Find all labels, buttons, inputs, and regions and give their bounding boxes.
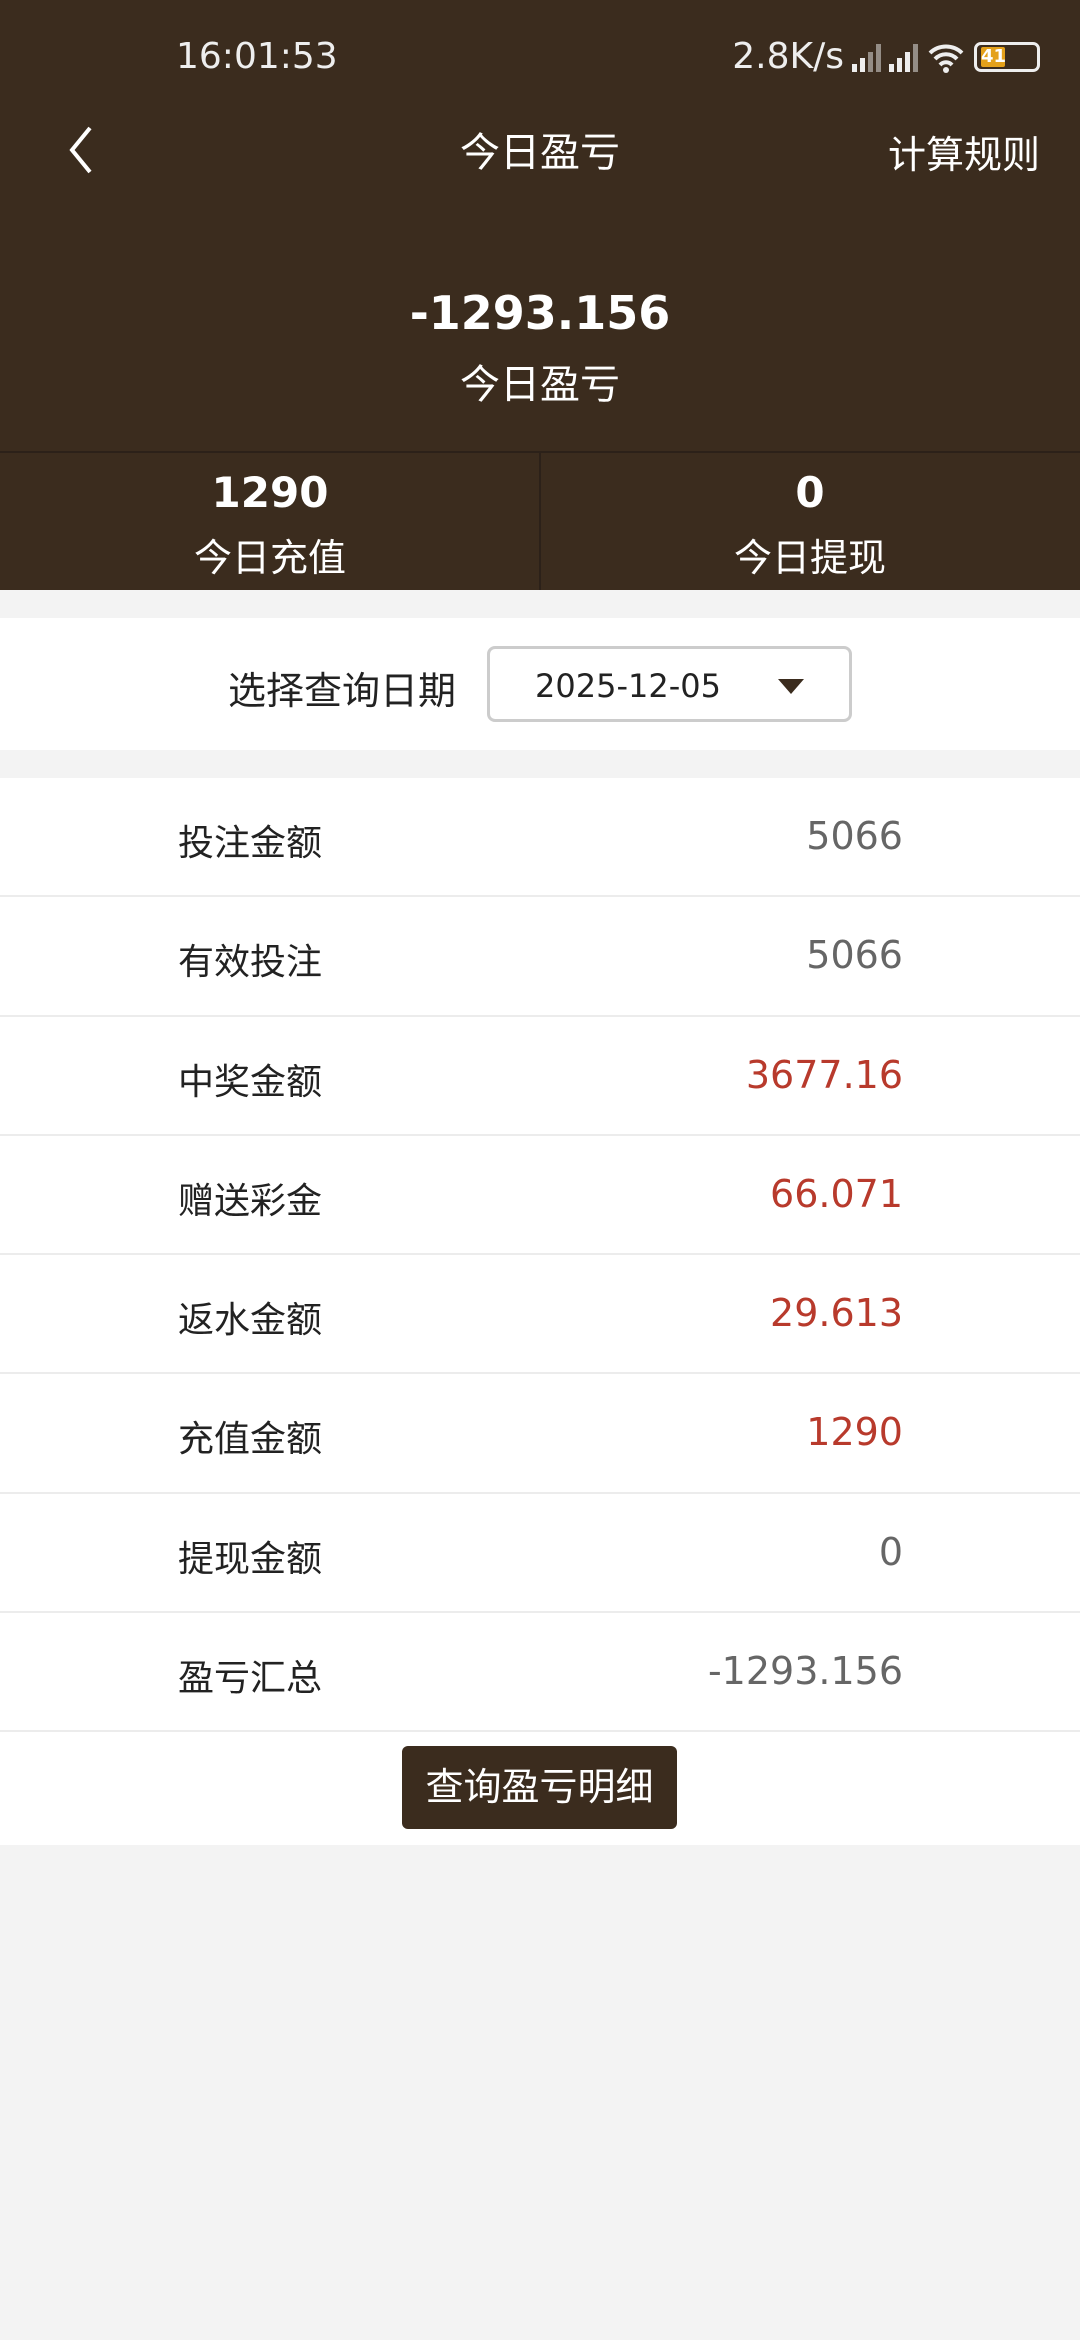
- wifi-icon: [928, 44, 964, 73]
- chevron-left-icon[interactable]: [62, 120, 112, 180]
- row-value: 66.071: [770, 1171, 903, 1216]
- divider: [539, 452, 541, 590]
- date-label: 选择查询日期: [228, 669, 457, 713]
- signal-hd-icon: [889, 42, 918, 72]
- row-label: 充值金额: [178, 1419, 323, 1461]
- row-value: 5066: [806, 933, 903, 978]
- profit-value: -1293.156: [409, 286, 671, 340]
- list-item: 返水金额 29.613: [0, 1255, 1080, 1375]
- list-item: 投注金额 5066: [0, 778, 1080, 898]
- row-label: 赠送彩金: [178, 1180, 323, 1222]
- list-item: 赠送彩金 66.071: [0, 1136, 1080, 1256]
- battery-icon: 41: [974, 41, 1040, 72]
- list-item: 盈亏汇总 -1293.156: [0, 1613, 1080, 1733]
- row-value: 3677.16: [745, 1052, 903, 1097]
- list-item: 提现金额 0: [0, 1494, 1080, 1614]
- stat-deposit: 1290 今日充值: [0, 452, 540, 582]
- stat-value: 1290: [211, 468, 329, 517]
- page-title: 今日盈亏: [460, 130, 620, 176]
- row-label: 有效投注: [178, 942, 323, 984]
- row-label: 投注金额: [178, 823, 323, 864]
- row-value: 0: [878, 1529, 903, 1574]
- header: 16:01:53 2.8K/s 41 今日盈亏 计算规则 -1293.156 今…: [0, 0, 1080, 590]
- list-item: 中奖金额 3677.16: [0, 1017, 1080, 1136]
- stat-withdraw: 0 今日提现: [540, 452, 1080, 582]
- row-label: 返水金额: [178, 1300, 323, 1342]
- list-item: 有效投注 5066: [0, 897, 1080, 1017]
- row-value: 1290: [806, 1410, 903, 1455]
- status-time: 16:01:53: [176, 36, 338, 77]
- row-value: 29.613: [770, 1291, 903, 1336]
- rules-link[interactable]: 计算规则: [887, 133, 1040, 177]
- summary-list: 投注金额 5066 有效投注 5066 中奖金额 3677.16 赠送彩金 66.071 返水金…: [0, 778, 1080, 1845]
- date-value: 2025-12-05: [535, 667, 721, 705]
- caret-down-icon: [778, 679, 804, 694]
- row-label: 提现金额: [178, 1538, 323, 1580]
- date-select[interactable]: 2025-12-05: [487, 646, 852, 722]
- row-label: 盈亏汇总: [178, 1658, 323, 1700]
- query-detail-button[interactable]: 查询盈亏明细: [402, 1746, 677, 1829]
- stat-label: 今日提现: [733, 536, 886, 580]
- signal-icon: [852, 42, 881, 72]
- stat-value: 0: [795, 468, 825, 517]
- stat-label: 今日充值: [193, 536, 346, 580]
- row-value: 5066: [806, 814, 903, 858]
- row-label: 中奖金额: [178, 1061, 323, 1103]
- list-item: 充值金额 1290: [0, 1374, 1080, 1494]
- status-icons: 2.8K/s 41: [732, 36, 1040, 77]
- profit-label: 今日盈亏: [460, 362, 620, 408]
- net-speed: 2.8K/s: [732, 36, 844, 77]
- row-value: -1293.156: [707, 1649, 903, 1694]
